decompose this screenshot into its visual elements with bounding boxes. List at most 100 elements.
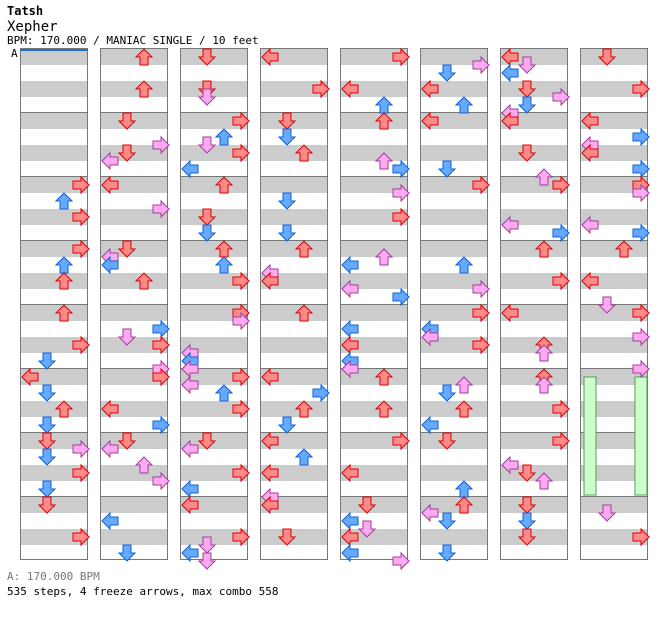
arrow-left-icon [101,175,119,195]
arrow-up-icon [374,152,394,170]
measure-line [101,432,167,433]
arrow-up-icon [134,80,154,98]
arrow-down-icon [37,352,57,370]
arrow-down-icon [117,432,137,450]
measure-line [181,112,247,113]
chart-column [260,47,330,560]
chart-column [420,48,490,562]
arrow-right-icon [392,159,410,179]
arrow-left-icon [501,215,519,235]
arrow-left-icon [181,375,199,395]
arrow-left-icon [101,399,119,419]
measure-line [341,240,407,241]
arrow-down-icon [277,224,297,242]
arrow-left-icon [421,79,439,99]
arrow-down-icon [197,552,217,570]
arrow-left-icon [421,415,439,435]
measure-line [581,176,647,177]
arrow-right-icon [632,223,650,243]
arrow-up-icon [54,192,74,210]
measure-line [341,112,407,113]
arrow-up-icon [294,448,314,466]
arrow-up-icon [534,168,554,186]
arrow-left-icon [341,511,359,531]
arrow-right-icon [312,383,330,403]
measure-line [421,176,487,177]
measure-line [261,496,327,497]
arrow-right-icon [72,207,90,227]
arrow-left-icon [261,47,279,67]
measure-line [421,432,487,433]
arrow-down-icon [277,112,297,130]
measure-line [341,432,407,433]
arrow-left-icon [581,111,599,131]
arrow-right-icon [232,527,250,547]
arrow-up-icon [54,400,74,418]
arrow-right-icon [472,279,490,299]
arrow-right-icon [392,47,410,67]
arrow-left-icon [421,327,439,347]
chart-column [580,48,650,560]
arrow-up-icon [214,176,234,194]
arrow-right-icon [152,367,170,387]
arrow-right-icon [152,199,170,219]
measure-line [501,432,567,433]
arrow-right-icon [72,335,90,355]
arrow-right-icon [152,335,170,355]
arrow-down-icon [117,144,137,162]
arrow-down-icon [117,544,137,562]
arrow-right-icon [392,207,410,227]
measure-line [101,304,167,305]
arrow-left-icon [341,79,359,99]
arrow-down-icon [277,528,297,546]
arrow-up-icon [534,472,554,490]
arrow-up-icon [454,496,474,514]
arrow-up-icon [214,128,234,146]
arrow-left-icon [341,359,359,379]
chart-column [500,47,570,560]
arrow-right-icon [632,79,650,99]
arrow-right-icon [232,463,250,483]
measure-line [261,432,327,433]
arrow-right-icon [232,367,250,387]
bpm-marker-label: A [11,47,18,60]
arrow-up-icon [374,248,394,266]
arrow-up-icon [374,368,394,386]
measure-line [21,176,87,177]
arrow-left-icon [101,439,119,459]
measure-line [341,496,407,497]
arrow-up-icon [54,304,74,322]
arrow-down-icon [517,144,537,162]
arrow-left-icon [101,255,119,275]
artist-name: Tatsh [7,4,44,18]
arrow-down-icon [517,528,537,546]
arrow-left-icon [501,47,519,67]
measure-line [501,240,567,241]
measure-line [101,496,167,497]
chart-info: BPM: 170.000 / MANIAC SINGLE / 10 feet [7,34,259,47]
measure-line [101,112,167,113]
arrow-left-icon [581,143,599,163]
arrow-up-icon [214,240,234,258]
arrow-right-icon [472,303,490,323]
arrow-down-icon [437,160,457,178]
arrow-right-icon [232,311,250,331]
arrow-down-icon [37,480,57,498]
freeze-arrow [583,376,597,496]
measure-line [21,240,87,241]
arrow-down-icon [597,296,617,314]
measure-line [341,176,407,177]
arrow-left-icon [261,463,279,483]
arrow-down-icon [197,432,217,450]
arrow-left-icon [261,271,279,291]
arrow-down-icon [277,416,297,434]
chart-column [20,48,90,560]
arrow-down-icon [517,96,537,114]
measure-line [21,432,87,433]
arrow-down-icon [37,416,57,434]
arrow-down-icon [597,48,617,66]
song-title: Xepher [7,19,58,35]
arrow-up-icon [374,400,394,418]
arrow-left-icon [341,543,359,563]
measure-line [101,176,167,177]
